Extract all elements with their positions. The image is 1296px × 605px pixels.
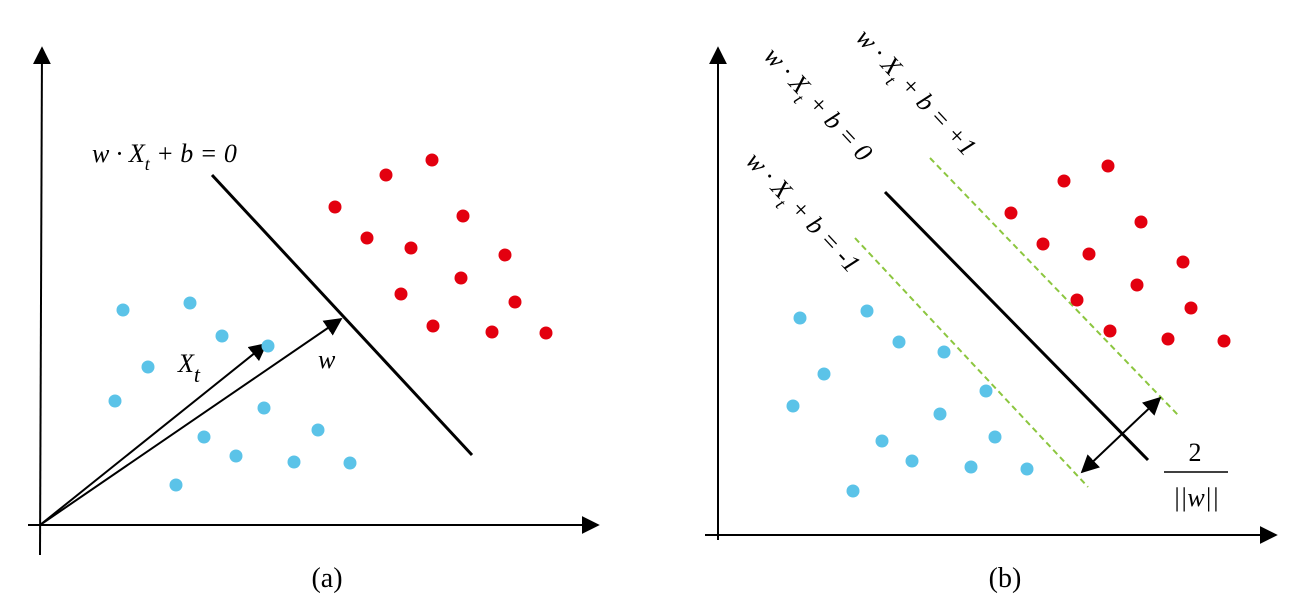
vector-xt <box>39 342 268 526</box>
middle-label: w · Xt + b = 0 <box>754 41 878 171</box>
y-axis <box>32 46 51 556</box>
lower-label: w · Xt + b = -1 <box>736 146 866 282</box>
margin-denominator: ||w|| <box>1173 483 1219 512</box>
negative-points <box>786 304 1034 498</box>
caption: (b) <box>989 563 1022 594</box>
hyperplane-label: w · Xt + b = 0 <box>92 139 237 174</box>
positive-points <box>1004 159 1231 348</box>
hyperplane <box>210 173 474 457</box>
panel-b: w · Xt + b = +1 w · Xt + b = 0 w · Xt + … <box>705 23 1278 594</box>
margin-numerator: 2 <box>1189 438 1202 467</box>
positive-points <box>328 153 553 340</box>
vector-w-label: w <box>318 345 336 374</box>
vector-w <box>39 317 343 526</box>
lower-margin <box>854 237 1089 488</box>
vector-xt-label: Xt <box>177 349 201 387</box>
caption: (a) <box>311 563 342 594</box>
margin-arrow <box>1080 396 1162 474</box>
negative-points <box>108 296 357 492</box>
panel-a: w · Xt + b = 0 Xt w (a) <box>28 46 600 594</box>
